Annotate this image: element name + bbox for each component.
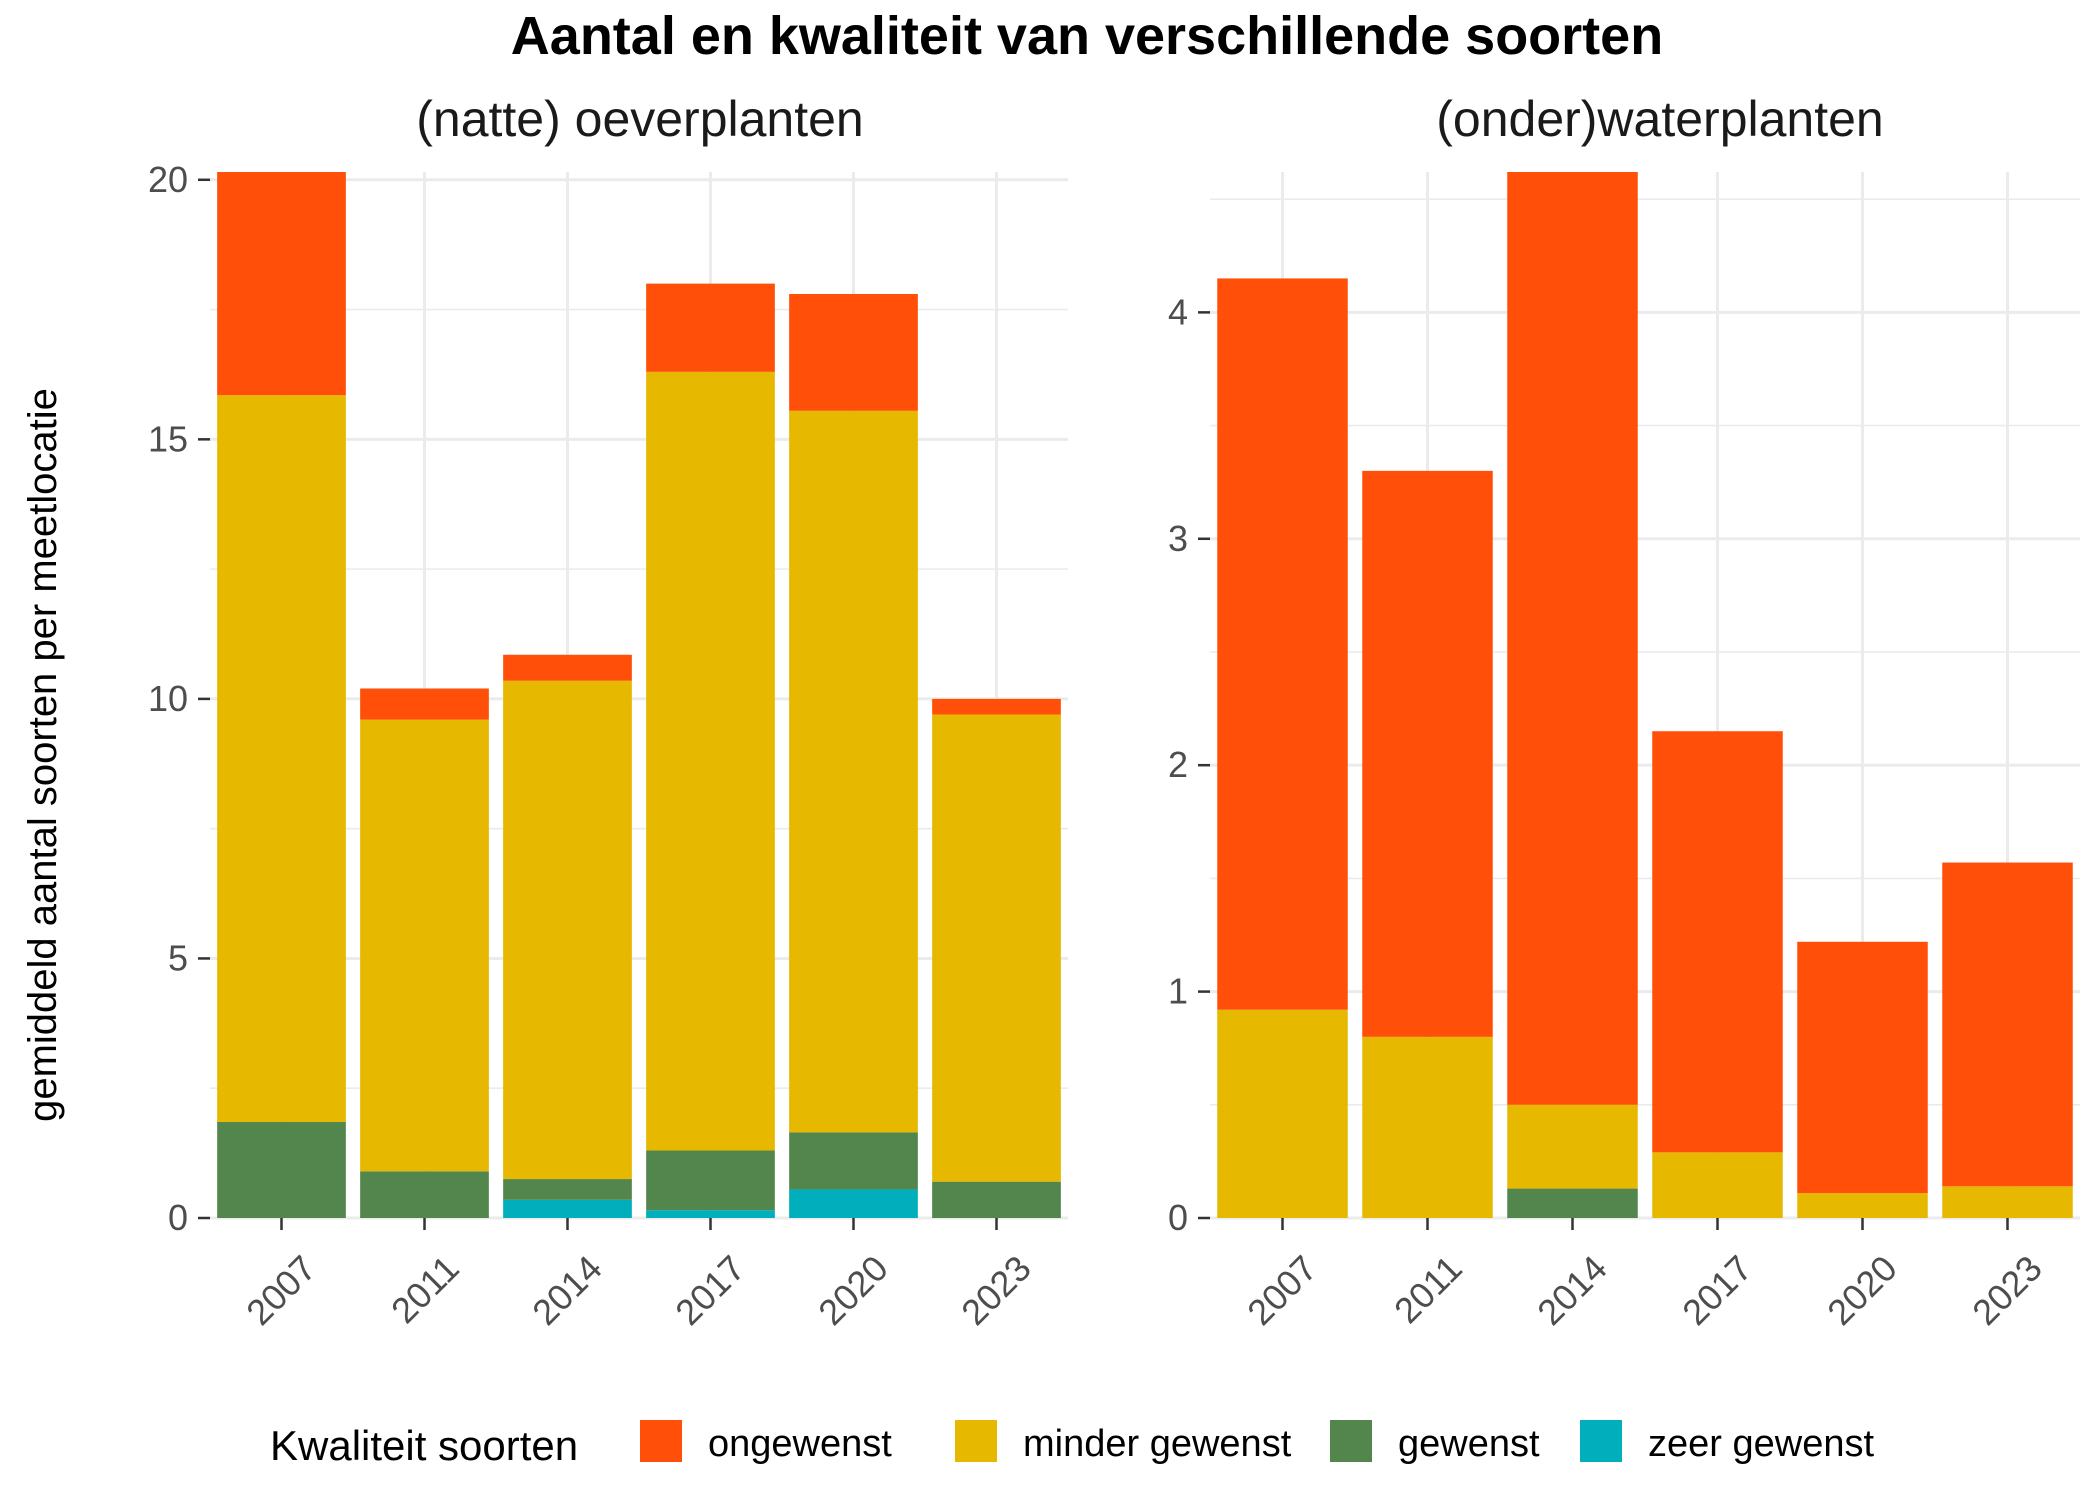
bar-minder-gewenst-2011 — [360, 719, 489, 1172]
bar-gewenst-2014 — [503, 1179, 632, 1200]
bar-gewenst-2017 — [646, 1150, 775, 1211]
x-tick-label: 2007 — [238, 1247, 324, 1333]
bar-minder-gewenst-2007 — [217, 395, 346, 1122]
y-tick-label: 3 — [1168, 518, 1188, 559]
panel-subtitle: (natte) oeverplanten — [416, 91, 864, 147]
bar-zeer-gewenst-2017 — [646, 1210, 775, 1218]
bar-minder-gewenst-2020 — [1797, 1193, 1928, 1218]
x-tick-label: 2023 — [1964, 1247, 2050, 1333]
bar-ongewenst-2017 — [1652, 731, 1783, 1153]
x-tick-label: 2014 — [524, 1247, 610, 1333]
x-tick-label: 2020 — [810, 1247, 896, 1333]
bar-minder-gewenst-2020 — [789, 410, 918, 1133]
legend-title: Kwaliteit soorten — [270, 1422, 578, 1469]
bar-ongewenst-2011 — [360, 688, 489, 720]
y-tick-label: 10 — [148, 678, 188, 719]
bar-minder-gewenst-2023 — [932, 714, 1061, 1182]
y-tick-label: 20 — [148, 159, 188, 200]
bar-minder-gewenst-2014 — [503, 680, 632, 1180]
bar-minder-gewenst-2011 — [1362, 1036, 1493, 1218]
legend-swatch-minder-gewenst — [955, 1420, 997, 1462]
panel-oeverplanten: (natte) oeverplanten 0 5 10 15 20 2007 2011 2014… — [148, 91, 1068, 1333]
y-tick-label: 0 — [1168, 1197, 1188, 1238]
panel-waterplanten: (onder)waterplanten 0 1 2 3 4 2007 2011 2014 2017… — [1168, 91, 2080, 1333]
bar-minder-gewenst-2014 — [1507, 1104, 1638, 1189]
legend-label-ongewenst: ongewenst — [708, 1423, 892, 1465]
y-tick-label: 2 — [1168, 744, 1188, 785]
bar-ongewenst-2014 — [1507, 172, 1638, 1105]
legend-swatch-ongewenst — [640, 1420, 682, 1462]
x-tick-label: 2023 — [953, 1247, 1039, 1333]
bar-gewenst-2014 — [1507, 1188, 1638, 1218]
bar-ongewenst-2023 — [1942, 862, 2073, 1187]
legend-swatch-gewenst — [1330, 1420, 1372, 1462]
bar-ongewenst-2023 — [932, 698, 1061, 715]
bar-minder-gewenst-2007 — [1217, 1009, 1348, 1218]
legend-swatch-zeer-gewenst — [1580, 1420, 1622, 1462]
bar-gewenst-2011 — [360, 1171, 489, 1218]
legend-label-gewenst: gewenst — [1398, 1423, 1540, 1465]
y-tick-label: 1 — [1168, 971, 1188, 1012]
x-tick-label: 2017 — [1674, 1247, 1760, 1333]
bar-zeer-gewenst-2014 — [503, 1199, 632, 1218]
bar-ongewenst-2007 — [1217, 278, 1348, 1010]
bar-ongewenst-2020 — [789, 293, 918, 411]
panel-subtitle: (onder)waterplanten — [1436, 91, 1884, 147]
x-tick-label: 2020 — [1819, 1247, 1905, 1333]
legend: Kwaliteit soorten ongewenst minder gewenst… — [270, 1420, 1874, 1469]
x-tick-label: 2011 — [383, 1247, 467, 1331]
bar-gewenst-2020 — [789, 1132, 918, 1190]
chart-title: Aantal en kwaliteit van verschillende so… — [511, 6, 1663, 66]
bar-gewenst-2023 — [932, 1181, 1061, 1218]
x-tick-label: 2011 — [1386, 1247, 1470, 1331]
y-tick-label: 15 — [148, 418, 188, 459]
bar-minder-gewenst-2017 — [646, 371, 775, 1151]
legend-label-zeer-gewenst: zeer gewenst — [1648, 1423, 1874, 1465]
bar-zeer-gewenst-2020 — [789, 1189, 918, 1218]
bar-ongewenst-2014 — [503, 654, 632, 681]
x-tick-label: 2007 — [1239, 1247, 1325, 1333]
bar-ongewenst-2017 — [646, 283, 775, 372]
x-tick-label: 2017 — [667, 1247, 753, 1333]
x-tick-label: 2014 — [1529, 1247, 1615, 1333]
legend-label-minder-gewenst: minder gewenst — [1023, 1423, 1292, 1465]
y-axis-label: gemiddeld aantal soorten per meetlocatie — [21, 388, 65, 1122]
y-tick-label: 4 — [1168, 291, 1188, 332]
y-tick-label: 5 — [168, 937, 188, 978]
bar-ongewenst-2007 — [217, 172, 346, 396]
bar-ongewenst-2020 — [1797, 941, 1928, 1194]
y-tick-label: 0 — [168, 1197, 188, 1238]
bar-minder-gewenst-2023 — [1942, 1186, 2073, 1218]
bar-ongewenst-2011 — [1362, 470, 1493, 1037]
bar-minder-gewenst-2017 — [1652, 1152, 1783, 1218]
bar-gewenst-2007 — [217, 1121, 346, 1218]
